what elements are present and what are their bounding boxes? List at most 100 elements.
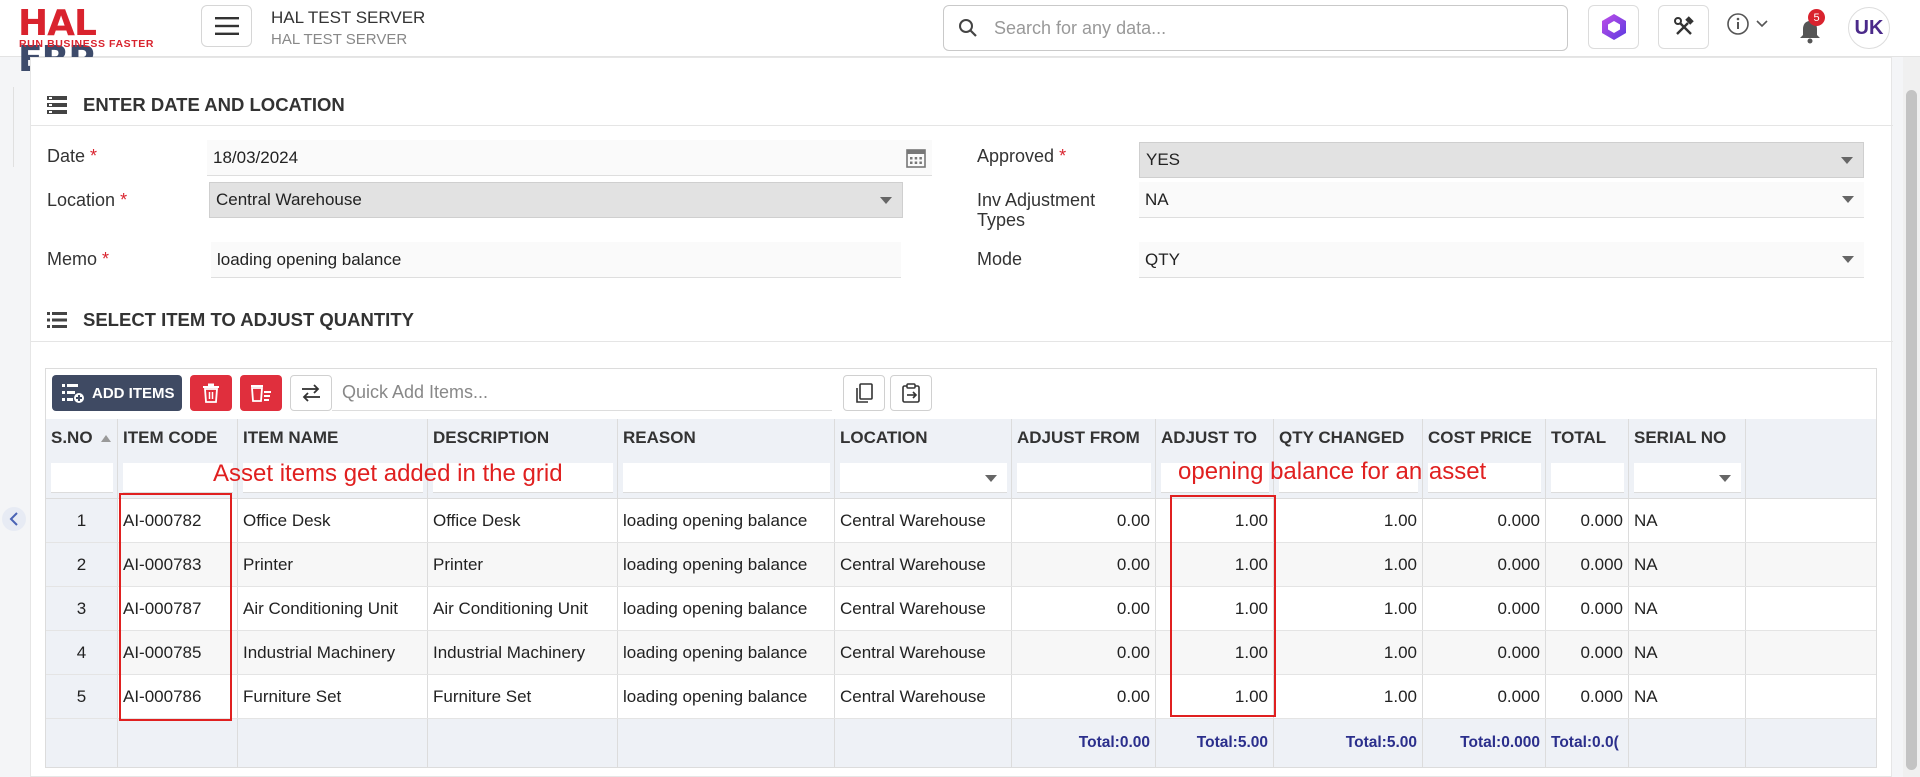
hamburger-menu-button[interactable] — [201, 5, 252, 47]
cell-serial-no[interactable]: NA — [1629, 499, 1746, 542]
add-items-button[interactable]: ADD ITEMS — [52, 375, 182, 411]
search-input[interactable] — [994, 17, 1534, 39]
cell-qty-changed[interactable]: 1.00 — [1274, 587, 1423, 630]
quick-add-input[interactable] — [332, 375, 832, 411]
cell-adjust-to[interactable]: 1.00 — [1156, 675, 1274, 718]
date-field[interactable]: 18/03/2024 — [207, 140, 932, 176]
cell-cost-price[interactable]: 0.000 — [1423, 543, 1546, 586]
cell-description[interactable]: Air Conditioning Unit — [428, 587, 618, 630]
cell-reason[interactable]: loading opening balance — [618, 587, 835, 630]
cell-item-code[interactable]: AI-000787 — [118, 587, 238, 630]
cell-qty-changed[interactable]: 1.00 — [1274, 675, 1423, 718]
cell-adjust-to[interactable]: 1.00 — [1156, 587, 1274, 630]
cell-qty-changed[interactable]: 1.00 — [1274, 499, 1423, 542]
cell-total[interactable]: 0.000 — [1546, 543, 1629, 586]
filter-input-adjust-from[interactable] — [1017, 463, 1151, 493]
delete-selected-button[interactable] — [240, 375, 282, 411]
copy-button[interactable] — [843, 375, 885, 411]
cell-adjust-from[interactable]: 0.00 — [1012, 631, 1156, 674]
cell-adjust-to[interactable]: 1.00 — [1156, 499, 1274, 542]
column-header-item-code[interactable]: ITEM CODE — [118, 419, 238, 457]
cell-location[interactable]: Central Warehouse — [835, 499, 1012, 542]
cell-reason[interactable]: loading opening balance — [618, 543, 835, 586]
cell-location[interactable]: Central Warehouse — [835, 631, 1012, 674]
column-header-adjust-from[interactable]: ADJUST FROM — [1012, 419, 1156, 457]
help-menu[interactable] — [1726, 12, 1768, 36]
cell-total[interactable]: 0.000 — [1546, 631, 1629, 674]
cell-adjust-from[interactable]: 0.00 — [1012, 587, 1156, 630]
column-header-sno[interactable]: S.NO — [46, 419, 118, 457]
scrollbar-thumb[interactable] — [1906, 90, 1917, 770]
column-header-location[interactable]: LOCATION — [835, 419, 1012, 457]
column-header-qty-changed[interactable]: QTY CHANGED — [1274, 419, 1423, 457]
cell-reason[interactable]: loading opening balance — [618, 499, 835, 542]
table-row[interactable]: 3 AI-000787 Air Conditioning Unit Air Condi… — [46, 587, 1876, 631]
cell-adjust-from[interactable]: 0.00 — [1012, 675, 1156, 718]
cell-adjust-to[interactable]: 1.00 — [1156, 543, 1274, 586]
column-header-item-name[interactable]: ITEM NAME — [238, 419, 428, 457]
filter-input-item-name[interactable] — [243, 463, 423, 493]
cell-item-name[interactable]: Office Desk — [238, 499, 428, 542]
cell-serial-no[interactable]: NA — [1629, 675, 1746, 718]
cell-cost-price[interactable]: 0.000 — [1423, 675, 1546, 718]
cell-total[interactable]: 0.000 — [1546, 675, 1629, 718]
cell-description[interactable]: Furniture Set — [428, 675, 618, 718]
column-header-cost-price[interactable]: COST PRICE — [1423, 419, 1546, 457]
paste-button[interactable] — [890, 375, 932, 411]
column-header-description[interactable]: DESCRIPTION — [428, 419, 618, 457]
approved-select[interactable]: YES — [1139, 142, 1864, 178]
cell-adjust-from[interactable]: 0.00 — [1012, 499, 1156, 542]
cell-location[interactable]: Central Warehouse — [835, 675, 1012, 718]
sort-asc-icon[interactable] — [101, 434, 111, 442]
global-search[interactable] — [943, 5, 1568, 51]
filter-input-sno[interactable] — [51, 463, 113, 493]
cell-reason[interactable]: loading opening balance — [618, 631, 835, 674]
memo-field[interactable]: loading opening balance — [211, 242, 901, 278]
calendar-icon[interactable] — [906, 148, 926, 168]
column-header-adjust-to[interactable]: ADJUST TO — [1156, 419, 1274, 457]
cell-cost-price[interactable]: 0.000 — [1423, 587, 1546, 630]
column-header-serial-no[interactable]: SERIAL NO — [1629, 419, 1746, 457]
cell-item-name[interactable]: Furniture Set — [238, 675, 428, 718]
cell-total[interactable]: 0.000 — [1546, 499, 1629, 542]
cell-item-name[interactable]: Industrial Machinery — [238, 631, 428, 674]
filter-input-cost-price[interactable] — [1428, 463, 1541, 493]
cell-total[interactable]: 0.000 — [1546, 587, 1629, 630]
mode-select[interactable]: QTY — [1139, 242, 1864, 278]
cell-adjust-to[interactable]: 1.00 — [1156, 631, 1274, 674]
user-avatar[interactable]: UK — [1848, 7, 1890, 49]
cell-cost-price[interactable]: 0.000 — [1423, 631, 1546, 674]
table-row[interactable]: 4 AI-000785 Industrial Machinery Industrial… — [46, 631, 1876, 675]
table-row[interactable]: 1 AI-000782 Office Desk Office Desk loading … — [46, 499, 1876, 543]
table-row[interactable]: 5 AI-000786 Furniture Set Furniture Set load… — [46, 675, 1876, 719]
swap-button[interactable] — [290, 375, 332, 411]
ai-assistant-button[interactable] — [1588, 5, 1639, 49]
filter-input-location[interactable] — [840, 463, 1007, 493]
cell-qty-changed[interactable]: 1.00 — [1274, 543, 1423, 586]
delete-row-button[interactable] — [190, 375, 232, 411]
cell-serial-no[interactable]: NA — [1629, 631, 1746, 674]
column-header-reason[interactable]: REASON — [618, 419, 835, 457]
cell-adjust-from[interactable]: 0.00 — [1012, 543, 1156, 586]
filter-input-serial-no[interactable] — [1634, 463, 1741, 493]
table-row[interactable]: 2 AI-000783 Printer Printer loading opening … — [46, 543, 1876, 587]
cell-location[interactable]: Central Warehouse — [835, 543, 1012, 586]
filter-input-qty-changed[interactable] — [1279, 463, 1418, 493]
sidebar-expand-button[interactable] — [2, 507, 26, 531]
cell-item-code[interactable]: AI-000782 — [118, 499, 238, 542]
filter-input-description[interactable] — [433, 463, 613, 493]
cell-description[interactable]: Printer — [428, 543, 618, 586]
cell-reason[interactable]: loading opening balance — [618, 675, 835, 718]
cell-cost-price[interactable]: 0.000 — [1423, 499, 1546, 542]
cell-serial-no[interactable]: NA — [1629, 543, 1746, 586]
cell-item-code[interactable]: AI-000786 — [118, 675, 238, 718]
filter-input-adjust-to[interactable] — [1161, 463, 1269, 493]
cell-description[interactable]: Office Desk — [428, 499, 618, 542]
filter-input-item-code[interactable] — [123, 463, 233, 493]
cell-location[interactable]: Central Warehouse — [835, 587, 1012, 630]
hal-erp-logo[interactable]: HAL ERP RUN BUSINESS FASTER — [18, 6, 183, 78]
cell-description[interactable]: Industrial Machinery — [428, 631, 618, 674]
tools-button[interactable] — [1658, 5, 1709, 49]
cell-item-code[interactable]: AI-000785 — [118, 631, 238, 674]
column-header-total[interactable]: TOTAL — [1546, 419, 1629, 457]
